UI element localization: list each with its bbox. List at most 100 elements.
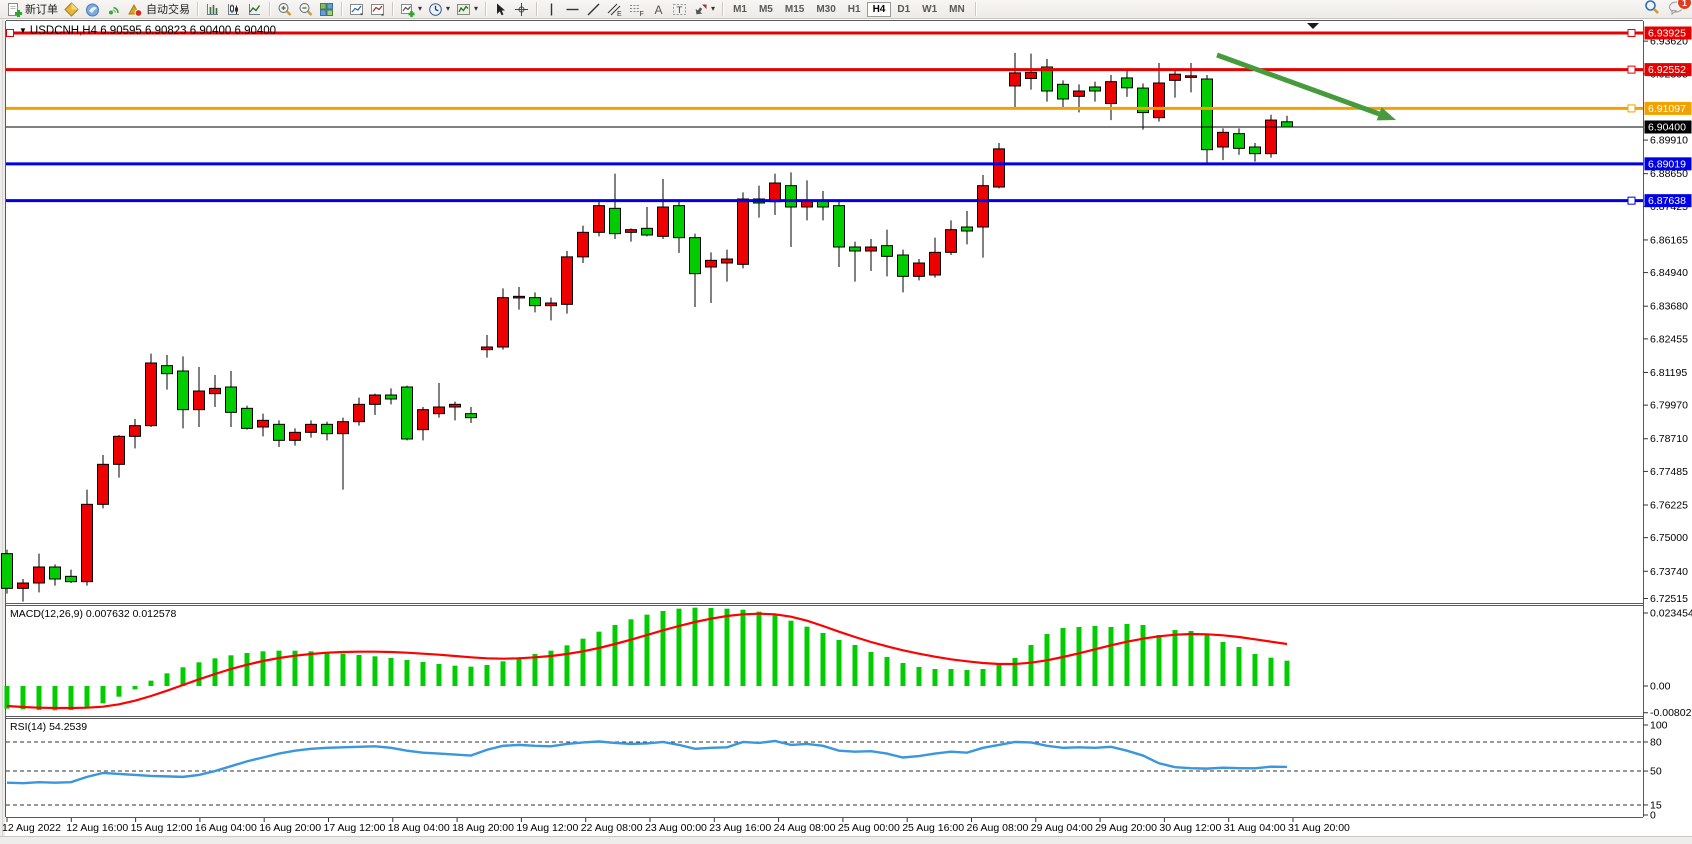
community-button[interactable] xyxy=(82,1,103,18)
arrange-charts-button[interactable] xyxy=(346,1,367,18)
timeframe-d1[interactable]: D1 xyxy=(897,3,911,15)
chart-title: ▼ USDCNH,H4 6.90595 6.90823 6.90400 6.904… xyxy=(19,25,277,37)
timeframe-mn[interactable]: MN xyxy=(949,3,965,15)
cursor-button[interactable] xyxy=(490,1,511,18)
svg-text:23 Aug 16:00: 23 Aug 16:00 xyxy=(709,822,771,834)
channel-button[interactable]: E xyxy=(604,1,626,18)
new-chart-icon xyxy=(400,2,415,17)
svg-text:6.73740: 6.73740 xyxy=(1650,566,1688,578)
line-handle[interactable] xyxy=(1627,65,1636,74)
toolbar-separator xyxy=(197,2,198,16)
vertical-line-button[interactable] xyxy=(541,1,562,18)
timeframe-m5[interactable]: M5 xyxy=(758,3,773,15)
new-order-button[interactable]: 新订单 xyxy=(4,1,61,18)
svg-text:15 Aug 12:00: 15 Aug 12:00 xyxy=(131,822,193,834)
toolbar-separator xyxy=(269,2,270,16)
trendline-button[interactable] xyxy=(583,1,604,18)
svg-text:F: F xyxy=(640,11,644,17)
macd-label: MACD(12,26,9) 0.007632 0.012578 xyxy=(10,608,177,620)
svg-text:18 Aug 20:00: 18 Aug 20:00 xyxy=(452,822,514,834)
period-clock-icon xyxy=(428,2,443,17)
gold-cube-button[interactable] xyxy=(61,1,82,18)
tile-windows-button[interactable] xyxy=(316,1,337,18)
channel-icon: E xyxy=(607,2,623,17)
svg-text:0.023454: 0.023454 xyxy=(1650,608,1692,620)
candlestick-chart-button[interactable] xyxy=(223,1,244,18)
text-label-icon: T xyxy=(672,2,687,17)
line-chart-button[interactable] xyxy=(244,1,265,18)
period-button[interactable]: ▾ xyxy=(425,1,453,18)
signal-button[interactable] xyxy=(103,1,124,18)
chart-shift-marker-icon[interactable] xyxy=(1307,23,1319,29)
svg-text:23 Aug 00:00: 23 Aug 00:00 xyxy=(645,822,707,834)
svg-text:15: 15 xyxy=(1650,799,1662,811)
svg-text:6.87638: 6.87638 xyxy=(1648,195,1686,207)
svg-text:12 Aug 16:00: 12 Aug 16:00 xyxy=(66,822,128,834)
price-lines-layer[interactable] xyxy=(6,29,1643,205)
text-button[interactable]: A xyxy=(648,1,669,18)
timeframe-h1[interactable]: H1 xyxy=(847,3,861,15)
svg-text:25 Aug 16:00: 25 Aug 16:00 xyxy=(902,822,964,834)
crosshair-icon xyxy=(514,2,529,17)
chevron-down-icon: ▾ xyxy=(446,4,451,13)
svg-text:6.86165: 6.86165 xyxy=(1650,234,1688,246)
timeframe-m15[interactable]: M15 xyxy=(784,3,805,15)
line-handle[interactable] xyxy=(6,29,14,37)
arrow-shapes-button[interactable]: ▾ xyxy=(690,1,718,18)
bar-chart-button[interactable] xyxy=(202,1,223,18)
zoom-out-button[interactable] xyxy=(295,1,316,18)
zoom-in-button[interactable] xyxy=(274,1,295,18)
crosshair-button[interactable] xyxy=(511,1,532,18)
text-label-button[interactable]: T xyxy=(669,1,690,18)
toolbar-separator xyxy=(341,2,342,16)
svg-text:17 Aug 12:00: 17 Aug 12:00 xyxy=(324,822,386,834)
text-icon: A xyxy=(651,2,666,17)
arrow-shapes-icon xyxy=(693,2,708,17)
timeframe-w1[interactable]: W1 xyxy=(922,3,938,15)
svg-text:29 Aug 20:00: 29 Aug 20:00 xyxy=(1095,822,1157,834)
time-axis[interactable]: 12 Aug 2022 12 Aug 16:00 15 Aug 12:00 16 Au… xyxy=(2,818,1350,834)
chevron-down-icon: ▾ xyxy=(418,4,423,13)
toolbar-separator xyxy=(392,2,393,16)
search-icon[interactable] xyxy=(1644,0,1660,20)
toolbar-separator xyxy=(485,2,487,16)
new-chart-button[interactable]: ▾ xyxy=(397,1,425,18)
svg-text:26 Aug 08:00: 26 Aug 08:00 xyxy=(967,822,1029,834)
toolbar-separator xyxy=(722,2,724,16)
signal-icon xyxy=(106,2,121,17)
timeframe-h4[interactable]: H4 xyxy=(866,1,892,17)
chat-button[interactable]: 1 xyxy=(1668,0,1692,20)
macd-signal-line xyxy=(6,612,1288,710)
autotrading-button[interactable]: 自动交易 xyxy=(124,1,193,18)
svg-text:6.92552: 6.92552 xyxy=(1648,64,1686,76)
cascade-charts-button[interactable] xyxy=(367,1,388,18)
vertical-line-icon xyxy=(544,2,559,17)
svg-text:6.78710: 6.78710 xyxy=(1650,433,1688,445)
svg-text:80: 80 xyxy=(1650,736,1662,748)
tile-windows-icon xyxy=(319,2,334,17)
rsi-layer: 100 80 50 150 xyxy=(6,720,1668,822)
svg-text:22 Aug 08:00: 22 Aug 08:00 xyxy=(581,822,643,834)
fibonacci-button[interactable]: F xyxy=(626,1,648,18)
svg-text:T: T xyxy=(677,5,683,16)
horizontal-line-button[interactable] xyxy=(562,1,583,18)
svg-text:6.82455: 6.82455 xyxy=(1650,333,1688,345)
fibonacci-icon: F xyxy=(629,2,645,17)
line-handle[interactable] xyxy=(1627,29,1636,37)
svg-text:31 Aug 20:00: 31 Aug 20:00 xyxy=(1288,822,1350,834)
line-handle[interactable] xyxy=(1627,196,1636,205)
candlestick-chart-icon xyxy=(226,2,241,17)
line-handle[interactable] xyxy=(1627,104,1636,113)
svg-text:6.76225: 6.76225 xyxy=(1650,500,1688,512)
template-button[interactable]: ▾ xyxy=(453,1,481,18)
svg-text:50: 50 xyxy=(1650,766,1662,778)
price-badge xyxy=(1644,101,1692,115)
trendline-icon xyxy=(586,2,601,17)
chevron-down-icon: ▾ xyxy=(474,4,479,13)
trend-arrow[interactable] xyxy=(1216,52,1396,121)
cursor-icon xyxy=(493,2,508,17)
timeframe-m1[interactable]: M1 xyxy=(733,3,747,15)
timeframe-m30[interactable]: M30 xyxy=(816,3,836,15)
